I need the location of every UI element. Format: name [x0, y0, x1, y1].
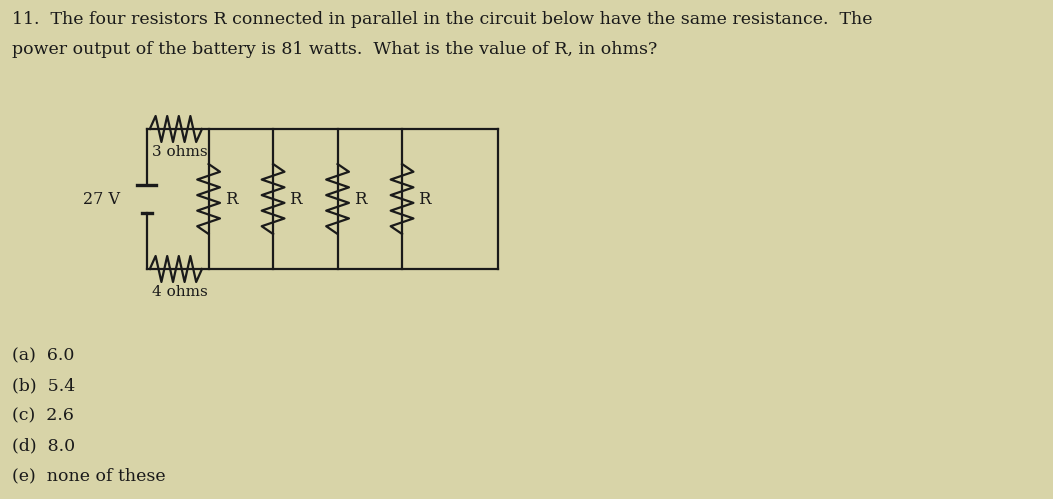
- Text: (e)  none of these: (e) none of these: [13, 467, 166, 484]
- Text: R: R: [354, 191, 366, 208]
- Text: R: R: [418, 191, 431, 208]
- Text: 4 ohms: 4 ohms: [152, 285, 207, 299]
- Text: R: R: [290, 191, 302, 208]
- Text: (c)  2.6: (c) 2.6: [13, 407, 74, 424]
- Text: 27 V: 27 V: [83, 191, 120, 208]
- Text: (b)  5.4: (b) 5.4: [13, 377, 76, 394]
- Text: R: R: [224, 191, 237, 208]
- Text: (d)  8.0: (d) 8.0: [13, 437, 76, 454]
- Text: 11.  The four resistors R connected in parallel in the circuit below have the sa: 11. The four resistors R connected in pa…: [13, 11, 873, 28]
- Text: power output of the battery is 81 watts.  What is the value of R, in ohms?: power output of the battery is 81 watts.…: [13, 41, 657, 58]
- Text: 3 ohms: 3 ohms: [152, 145, 207, 159]
- Text: (a)  6.0: (a) 6.0: [13, 347, 75, 364]
